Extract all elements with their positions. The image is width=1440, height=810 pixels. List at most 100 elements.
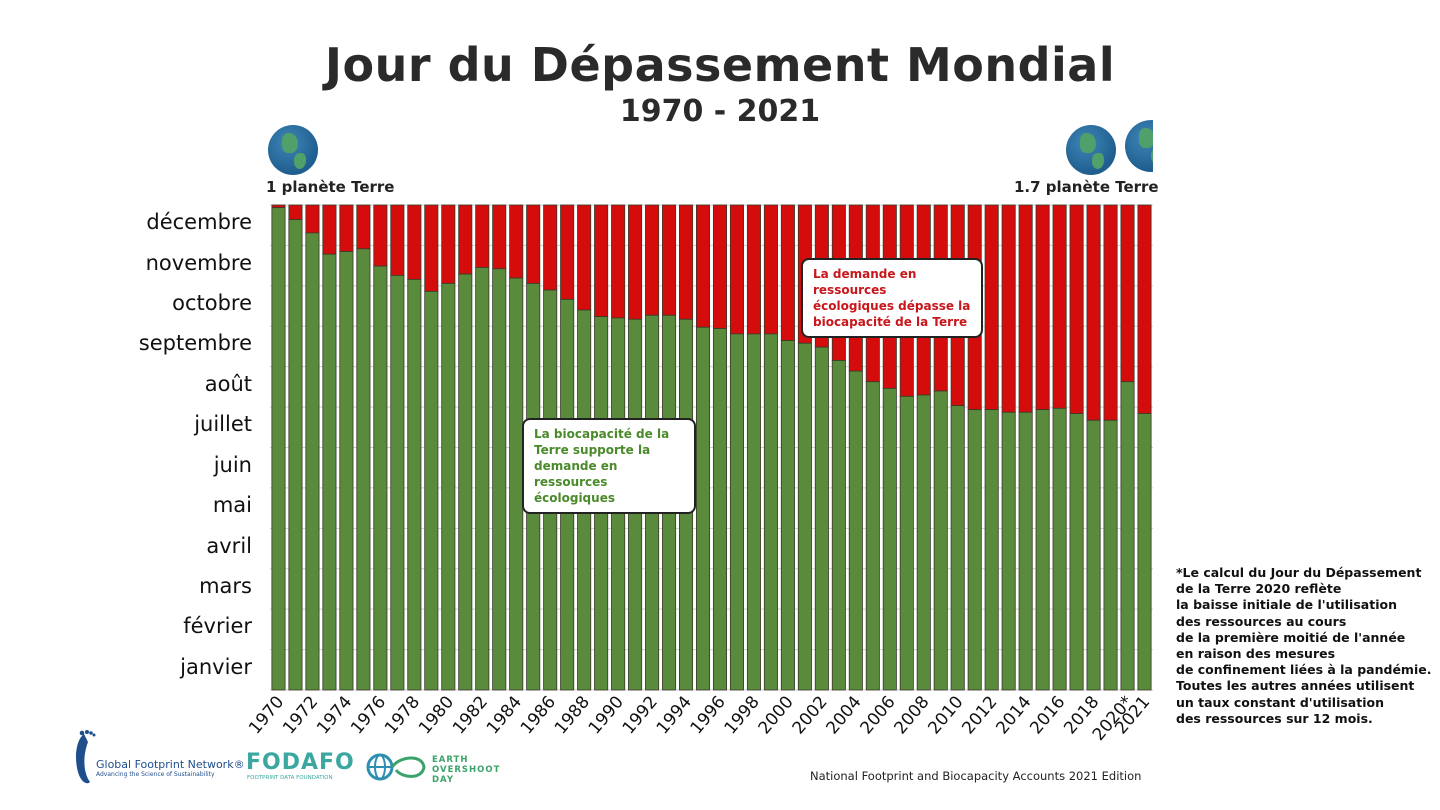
- bar-biocapacity-1981: [458, 273, 473, 691]
- x-tick-label: 1976: [347, 692, 390, 738]
- bar-overshoot-1997: [729, 204, 744, 335]
- y-tick-label-month: août: [204, 371, 252, 396]
- x-tick-label: 1992: [619, 692, 662, 738]
- biocapacity-callout: La biocapacité de la Terre supporte la d…: [522, 418, 696, 514]
- x-tick-label: 1988: [551, 692, 594, 738]
- x-tick-label: 1996: [687, 692, 730, 738]
- fodafo-logo-text: FODAFO: [246, 750, 355, 775]
- bar-biocapacity-2020*: [1120, 381, 1135, 691]
- fodafo-logo-subtitle: FOOTPRINT DATA FOUNDATION: [247, 775, 333, 781]
- bar-overshoot-1998: [746, 204, 761, 335]
- bar-biocapacity-2014: [1018, 411, 1033, 691]
- bar-biocapacity-1997: [729, 333, 744, 691]
- chart-subtitle: 1970 - 2021: [619, 94, 821, 129]
- y-tick-label-month: septembre: [138, 331, 252, 356]
- chart-title: Jour du Dépassement Mondial: [324, 38, 1116, 92]
- overshoot-callout: La demande en ressources écologiques dép…: [801, 258, 983, 338]
- x-tick-label: 1994: [653, 692, 696, 738]
- right-planet-label: 1.7 planète Terre: [1014, 178, 1159, 196]
- bar-biocapacity-2003: [831, 360, 846, 691]
- bar-biocapacity-2019: [1103, 419, 1118, 691]
- bar-biocapacity-1995: [695, 326, 711, 691]
- bar-biocapacity-1974: [339, 251, 354, 691]
- bar-overshoot-1996: [712, 204, 728, 329]
- bar-overshoot-1992: [645, 204, 660, 316]
- bar-overshoot-1974: [339, 204, 354, 252]
- y-tick-label-month: mai: [212, 493, 252, 518]
- gfn-logo-text: Global Footprint Network®: [96, 758, 245, 771]
- x-tick-label: 1990: [585, 692, 628, 738]
- gfn-logo-tagline: Advancing the Science of Sustainability: [96, 771, 215, 778]
- bar-biocapacity-2004: [848, 370, 863, 691]
- x-tick-label: 1980: [415, 692, 458, 738]
- x-tick-label: 2006: [856, 692, 899, 738]
- bar-overshoot-1971: [288, 204, 303, 221]
- bar-overshoot-1973: [322, 204, 337, 255]
- bar-biocapacity-1980: [441, 282, 456, 691]
- bar-overshoot-1982: [475, 204, 490, 268]
- x-tick-label: 1970: [245, 692, 288, 738]
- x-tick-label: 2004: [823, 692, 866, 738]
- bar-overshoot-1994: [679, 204, 694, 320]
- bar-biocapacity-1999: [763, 333, 778, 691]
- bar-overshoot-1972: [305, 204, 320, 234]
- bar-biocapacity-1976: [373, 265, 388, 691]
- bar-biocapacity-2007: [899, 395, 914, 691]
- bar-biocapacity-1971: [288, 219, 303, 691]
- x-tick-label: 2012: [958, 692, 1001, 738]
- bar-biocapacity-2012: [984, 409, 999, 691]
- x-tick-label: 2010: [924, 692, 967, 738]
- bar-overshoot-1984: [509, 204, 524, 279]
- y-tick-label-month: décembre: [146, 210, 252, 235]
- bar-overshoot-2019: [1103, 204, 1118, 421]
- bar-overshoot-2020*: [1120, 204, 1135, 383]
- bar-biocapacity-2005: [865, 381, 880, 691]
- bar-biocapacity-2006: [882, 387, 897, 691]
- earth-globe-icon: [1066, 125, 1116, 175]
- bar-overshoot-1980: [441, 204, 456, 284]
- bar-biocapacity-2001: [797, 342, 812, 691]
- y-tick-label-month: janvier: [180, 654, 252, 679]
- bar-overshoot-2013: [1001, 204, 1016, 413]
- bar-overshoot-2015: [1035, 204, 1050, 411]
- x-tick-label: 2008: [890, 692, 933, 738]
- x-tick-label: 2002: [789, 692, 832, 738]
- left-planet-label: 1 planète Terre: [266, 178, 395, 196]
- bar-overshoot-2000: [780, 204, 795, 341]
- bar-biocapacity-1982: [475, 267, 490, 691]
- y-tick-label-month: juin: [213, 452, 252, 477]
- bar-overshoot-1987: [560, 204, 575, 300]
- bar-biocapacity-2017: [1069, 413, 1084, 691]
- footprint-logo-icon: [76, 730, 96, 784]
- bar-biocapacity-2009: [933, 390, 948, 691]
- bar-biocapacity-2016: [1052, 407, 1067, 691]
- x-tick-label: 1974: [313, 692, 356, 738]
- source-note: National Footprint and Biocapacity Accou…: [810, 769, 1142, 783]
- bar-overshoot-1983: [492, 204, 507, 270]
- bar-overshoot-2021: [1137, 204, 1152, 415]
- bar-overshoot-1977: [390, 204, 405, 276]
- bar-biocapacity-2018: [1086, 419, 1101, 691]
- bar-overshoot-1990: [611, 204, 626, 319]
- bar-biocapacity-1984: [509, 277, 524, 691]
- bar-overshoot-1995: [695, 204, 711, 328]
- bar-biocapacity-2021: [1137, 413, 1152, 691]
- bar-biocapacity-1996: [712, 328, 728, 691]
- y-tick-label-month: octobre: [172, 291, 252, 316]
- bar-overshoot-1975: [356, 204, 371, 250]
- bar-biocapacity-2002: [814, 346, 829, 691]
- bar-biocapacity-1983: [492, 268, 507, 691]
- bar-overshoot-2017: [1069, 204, 1084, 415]
- x-tick-label: 1984: [483, 692, 526, 738]
- bar-biocapacity-2015: [1035, 409, 1050, 691]
- bar-biocapacity-1973: [322, 253, 337, 691]
- bar-biocapacity-1977: [390, 275, 405, 691]
- x-tick-label: 1998: [721, 692, 764, 738]
- bar-overshoot-1979: [424, 204, 439, 292]
- y-tick-label-month: mars: [199, 573, 252, 598]
- bar-overshoot-1999: [763, 204, 778, 335]
- bar-overshoot-1976: [373, 204, 388, 267]
- x-tick-label: 1986: [517, 692, 560, 738]
- y-tick-label-month: février: [183, 614, 252, 639]
- bar-biocapacity-2013: [1001, 411, 1016, 691]
